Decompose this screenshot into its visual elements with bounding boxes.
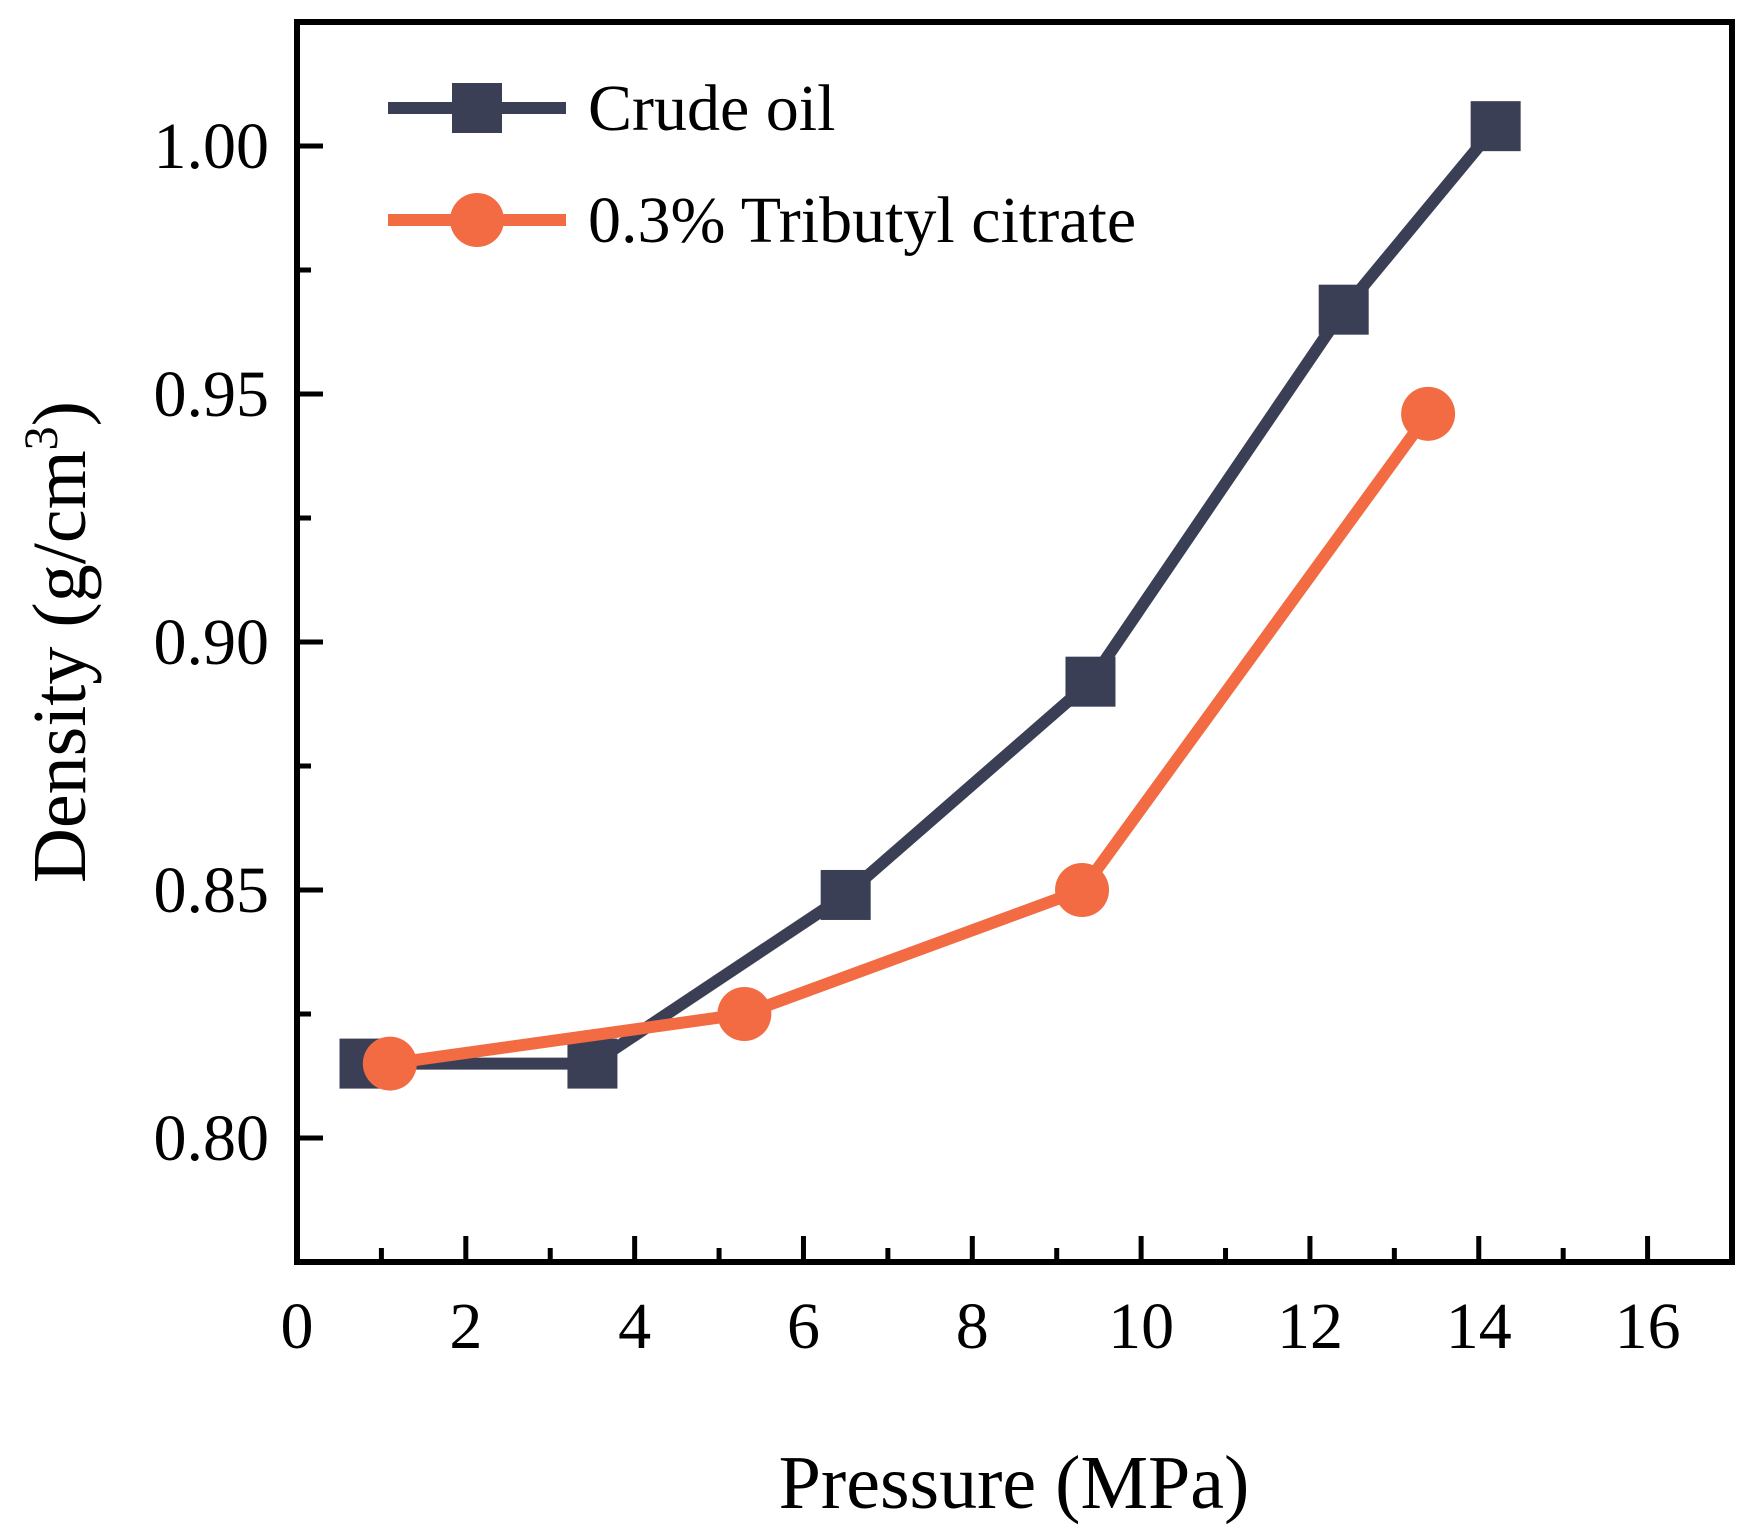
y-axis-title-main: Density (g/cm: [18, 450, 102, 883]
x-tick-label: 4: [618, 1290, 651, 1363]
legend-label: 0.3% Tributyl citrate: [588, 184, 1136, 257]
legend-item: Crude oil: [388, 72, 835, 145]
y-tick-label: 0.80: [154, 1102, 270, 1175]
y-tick-label: 0.85: [154, 854, 270, 927]
data-point: [820, 869, 871, 920]
data-point: [567, 1038, 618, 1089]
x-tick-label: 0: [281, 1290, 314, 1363]
x-tick-label: 16: [1615, 1290, 1681, 1363]
legend: Crude oil 0.3% Tributyl citrate: [388, 72, 1136, 257]
x-tick-label: 6: [787, 1290, 820, 1363]
y-tick-label: 0.95: [154, 358, 270, 431]
series-layer: [339, 101, 1521, 1091]
series-line: [389, 410, 1433, 1070]
x-tick-label: 8: [956, 1290, 989, 1363]
data-point: [362, 1036, 417, 1091]
data-point: [1065, 656, 1116, 707]
axis-ticks: 0 2 4 6 8 10 12 14 16 0.80 0.85 0.90 0.95 1.00: [154, 110, 1681, 1363]
legend-label: Crude oil: [588, 72, 835, 145]
y-axis-title-close: ): [18, 401, 102, 426]
data-point: [1055, 863, 1110, 917]
legend-item: 0.3% Tributyl citrate: [388, 184, 1136, 257]
x-axis-title: Pressure (MPa): [779, 1441, 1250, 1525]
y-axis-title-superscript: 3: [15, 426, 68, 450]
y-tick-label: 0.90: [154, 606, 270, 679]
y-tick-label: 1.00: [154, 110, 270, 183]
data-point: [1318, 284, 1369, 335]
data-point: [1470, 101, 1521, 152]
x-tick-label: 2: [449, 1290, 482, 1363]
data-point: [717, 987, 772, 1041]
y-axis-title: Density (g/cm3): [15, 401, 102, 883]
legend-swatch-marker: [452, 83, 502, 133]
legend-swatch-marker: [450, 193, 504, 247]
x-tick-label: 14: [1446, 1290, 1512, 1363]
x-tick-label: 12: [1277, 1290, 1343, 1363]
data-point: [1401, 386, 1456, 441]
x-tick-label: 10: [1108, 1290, 1174, 1363]
series-2: [362, 386, 1456, 1091]
series-line: [364, 122, 1501, 1070]
